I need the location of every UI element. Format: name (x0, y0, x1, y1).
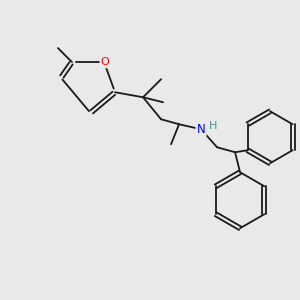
Text: H: H (209, 121, 217, 131)
Text: O: O (101, 57, 110, 67)
Text: N: N (197, 123, 206, 136)
